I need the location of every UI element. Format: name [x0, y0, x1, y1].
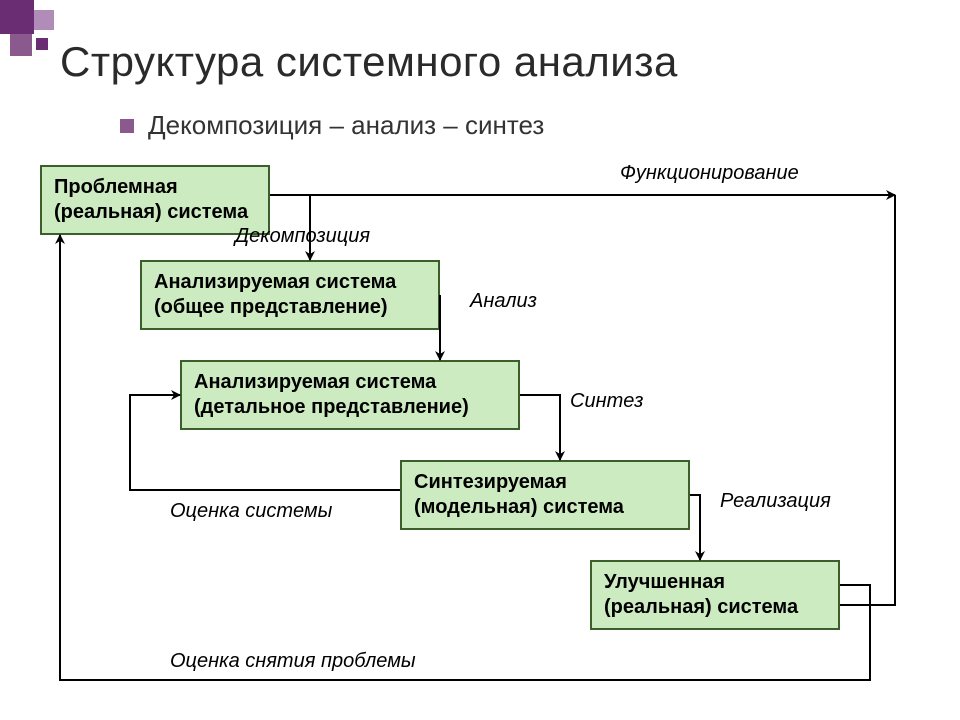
deco-square: [36, 38, 48, 50]
flowchart-node: Улучшенная(реальная) система: [590, 560, 840, 630]
label-func: Функционирование: [620, 162, 799, 185]
subtitle-text: Декомпозиция – анализ – синтез: [148, 110, 544, 141]
deco-square: [10, 34, 32, 56]
subtitle-row: Декомпозиция – анализ – синтез: [120, 110, 544, 141]
flowchart-node: Анализируемая система(общее представлени…: [140, 260, 440, 330]
page-title: Структура системного анализа: [60, 38, 678, 86]
deco-square: [34, 10, 54, 30]
flowchart-node: Анализируемая система(детальное представ…: [180, 360, 520, 430]
label-eval-sys: Оценка системы: [170, 500, 332, 523]
label-decomp: Декомпозиция: [235, 225, 370, 248]
label-synth: Синтез: [570, 390, 643, 413]
flowchart-node: Синтезируемая(модельная) система: [400, 460, 690, 530]
bullet-icon: [120, 119, 134, 133]
deco-square: [0, 0, 34, 34]
label-real: Реализация: [720, 490, 831, 513]
label-analysis: Анализ: [470, 290, 537, 313]
label-eval-pb: Оценка снятия проблемы: [170, 650, 416, 673]
slide-root: Структура системного анализа Декомпозици…: [0, 0, 960, 720]
